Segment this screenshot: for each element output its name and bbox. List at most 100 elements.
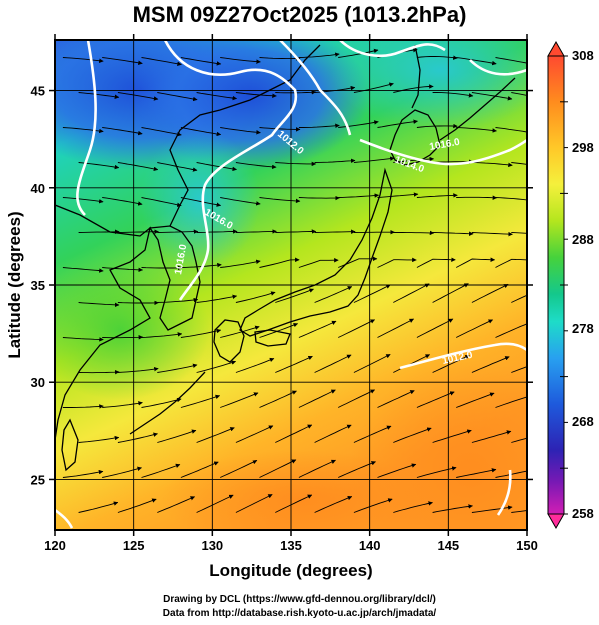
streamline-arrow xyxy=(511,162,527,165)
streamline-arrow xyxy=(353,498,393,513)
colorbar-label: 278 xyxy=(572,321,594,336)
map-title: MSM 09Z27Oct2025 (1013.2hPa) xyxy=(132,2,467,27)
streamline-arrow xyxy=(180,127,222,137)
streamline-arrow xyxy=(456,392,495,408)
streamline-arrow xyxy=(353,156,395,163)
streamline-arrow xyxy=(141,463,181,478)
colorbar-top-arrow xyxy=(547,40,565,57)
streamline-arrow xyxy=(393,501,433,513)
streamline-arrow xyxy=(455,319,494,338)
streamline-arrow xyxy=(78,501,119,513)
streamline-arrow xyxy=(62,404,104,409)
isobar-line xyxy=(496,469,512,516)
isobar-line xyxy=(399,342,527,370)
streamline-arrow xyxy=(393,283,430,303)
streamline-arrow xyxy=(117,366,159,373)
streamline-arrow xyxy=(298,389,336,408)
isobar-line xyxy=(163,40,298,301)
x-tick-label: 135 xyxy=(280,538,302,553)
streamline-arrow xyxy=(377,318,414,338)
streamline-arrow xyxy=(338,319,376,338)
streamline-arrow xyxy=(495,258,527,268)
streamline-arrow xyxy=(220,259,261,268)
coast-kuril xyxy=(439,77,516,141)
streamline-arrow xyxy=(235,162,277,170)
streamline-arrow xyxy=(78,302,120,308)
streamline-arrow xyxy=(102,401,143,408)
streamline-arrow xyxy=(456,57,497,66)
streamline-arrow xyxy=(298,459,336,478)
streamline-arrow xyxy=(141,57,182,66)
streamline-arrow xyxy=(180,57,222,66)
streamline-arrow xyxy=(338,120,379,128)
streamline-arrow xyxy=(432,92,474,98)
streamline-arrow xyxy=(416,318,454,338)
streamline-arrow xyxy=(102,197,143,206)
y-tick-label: 35 xyxy=(31,278,45,293)
streamline-arrow xyxy=(196,427,235,443)
isobar-line xyxy=(76,40,97,216)
streamline-arrow xyxy=(314,495,353,513)
streamline-arrow xyxy=(416,193,458,198)
streamline-arrow xyxy=(393,230,435,236)
streamline-arrow xyxy=(117,229,159,234)
streamline-arrow xyxy=(102,57,143,66)
streamline-arrow xyxy=(298,195,340,201)
streamline-arrow xyxy=(259,127,301,132)
streamline-arrow xyxy=(314,424,352,443)
coastlines xyxy=(55,44,516,472)
streamline-arrow xyxy=(157,363,198,373)
streamline-arrow xyxy=(393,156,435,163)
streamline-arrow xyxy=(196,162,237,172)
streamline-arrow xyxy=(220,197,261,206)
streamline-arrow xyxy=(314,354,352,373)
streamline-arrow xyxy=(117,92,159,101)
coast-manchuria xyxy=(169,44,321,227)
x-axis-title: Longitude (degrees) xyxy=(209,561,372,580)
streamline-arrow xyxy=(511,294,527,303)
streamline-arrow xyxy=(180,328,222,338)
streamline-arrow xyxy=(259,322,299,338)
streamline-arrow xyxy=(416,391,455,408)
streamline-arrow xyxy=(275,494,313,513)
y-tick-label: 30 xyxy=(31,375,45,390)
streamline-arrow xyxy=(102,267,144,273)
colorbar-label: 308 xyxy=(572,48,594,63)
streamline-arrow xyxy=(511,437,527,443)
streamline-arrow xyxy=(338,256,378,268)
coast-hokkaido xyxy=(389,109,441,166)
streamline-arrow xyxy=(275,424,313,443)
streamline-arrow xyxy=(157,496,196,513)
colorbar-label: 268 xyxy=(572,414,594,429)
coast-taiwan xyxy=(61,418,79,472)
streamline-arrow xyxy=(416,466,457,478)
streamline-arrow xyxy=(353,425,392,443)
coast-shikoku xyxy=(254,329,291,347)
streamline-arrow xyxy=(157,229,199,234)
streamline-arrow xyxy=(377,119,418,128)
streamline-arrow xyxy=(495,197,527,201)
streamline-arrow xyxy=(220,459,258,478)
streamline-arrow xyxy=(393,84,434,93)
streamline-arrow xyxy=(298,257,339,268)
streamline-arrow xyxy=(353,82,394,93)
streamline-arrow xyxy=(220,392,259,408)
coast-ryukyu xyxy=(129,371,206,435)
coast-korea xyxy=(148,225,201,331)
streamline-arrow xyxy=(62,469,104,478)
x-tick-label: 145 xyxy=(437,538,459,553)
coast-honshu xyxy=(239,167,393,337)
streamline-arrow xyxy=(196,360,237,373)
streamline-arrow xyxy=(377,463,417,478)
x-tick-label: 140 xyxy=(359,538,381,553)
streamline-arrow xyxy=(275,355,313,373)
streamlines xyxy=(62,47,527,513)
streamline-arrow xyxy=(377,192,419,198)
streamline-arrow xyxy=(141,127,182,137)
streamline-arrow xyxy=(393,427,432,443)
streamline-arrow xyxy=(432,504,473,513)
streamline-arrow xyxy=(62,197,104,204)
y-axis-title: Latitude (degrees) xyxy=(5,211,24,358)
streamline-arrow xyxy=(511,510,527,513)
